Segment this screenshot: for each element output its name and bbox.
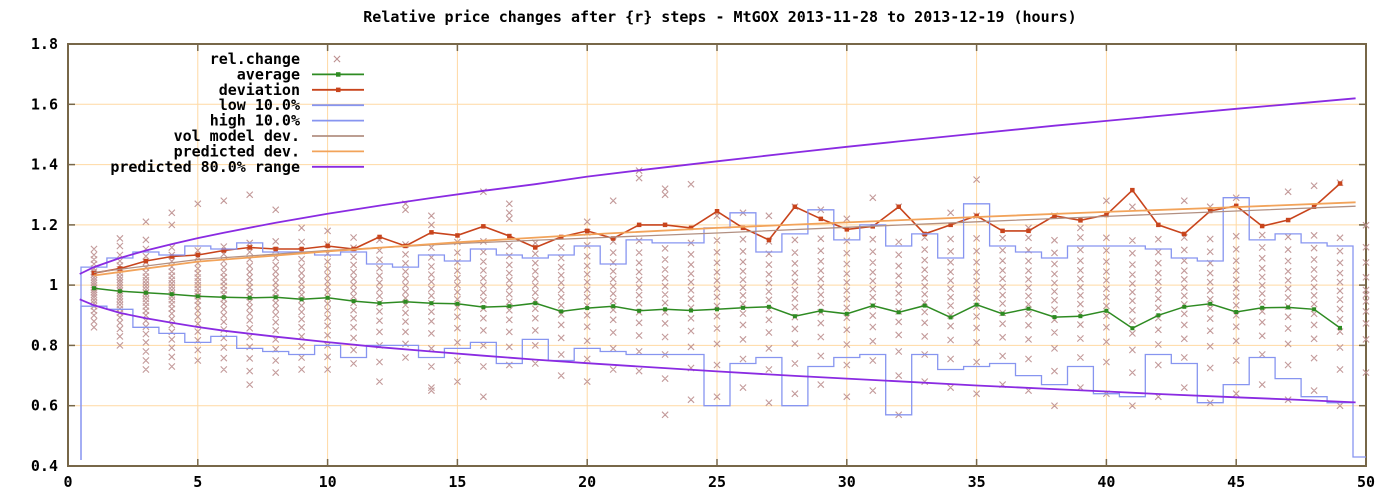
x-tick-label: 50	[1357, 473, 1375, 491]
legend-label: vol model dev.	[174, 127, 300, 145]
y-tick-label: 1	[49, 276, 58, 294]
series-predicted-range-upper	[79, 97, 1356, 275]
series-rel-change	[90, 167, 1370, 419]
legend-label: average	[237, 65, 300, 83]
y-tick-label: 0.4	[31, 457, 58, 475]
x-tick-label: 5	[193, 473, 202, 491]
x-tick-label: 25	[708, 473, 726, 491]
legend-label: high 10.0%	[210, 112, 300, 130]
legend-sample-marker	[336, 72, 341, 77]
y-tick-label: 1.4	[31, 156, 58, 174]
series-low-10	[80, 305, 1353, 460]
series-deviation	[91, 181, 1343, 276]
x-axis-tick-labels: 0 5 10 15 20 25 30 35 40 45 50	[63, 473, 1375, 491]
x-tick-label: 10	[319, 473, 337, 491]
legend-item-deviation: deviation	[219, 81, 364, 99]
legend-sample-marker	[336, 87, 341, 93]
y-tick-label: 1.6	[31, 95, 58, 113]
legend-item-low: low 10.0%	[219, 96, 364, 114]
legend-label: predicted dev.	[174, 142, 300, 160]
legend-item-average: average	[237, 65, 364, 83]
legend-item-vol-model: vol model dev.	[174, 127, 364, 145]
y-axis-tick-labels: 0.4 0.6 0.8 1 1.2 1.4 1.6 1.8	[31, 35, 58, 475]
legend-label: low 10.0%	[219, 96, 300, 114]
x-tick-label: 0	[63, 473, 72, 491]
series-predicted-range-lower	[79, 298, 1356, 404]
series-predicted-dev	[93, 201, 1356, 277]
series-vol-model	[93, 205, 1356, 274]
legend-item-predicted-dev: predicted dev.	[174, 142, 364, 160]
y-tick-label: 0.8	[31, 336, 58, 354]
legend-label: rel.change	[210, 50, 300, 68]
x-tick-label: 40	[1097, 473, 1115, 491]
y-tick-label: 1.2	[31, 216, 58, 234]
y-tick-label: 1.8	[31, 35, 58, 53]
chart-title: Relative price changes after {r} steps -…	[363, 8, 1076, 26]
x-tick-label: 45	[1227, 473, 1245, 491]
legend-label: deviation	[219, 81, 300, 99]
x-tick-label: 35	[968, 473, 986, 491]
legend-label: predicted 80.0% range	[110, 158, 300, 176]
legend-item-high: high 10.0%	[210, 112, 364, 130]
x-tick-label: 20	[578, 473, 596, 491]
plot-frame	[67, 43, 1367, 467]
legend-item-predicted-range-upper: predicted 80.0% range	[110, 158, 364, 176]
series-average	[92, 286, 1342, 331]
x-tick-label: 30	[838, 473, 856, 491]
x-tick-label: 15	[448, 473, 466, 491]
legend-sample-marker	[333, 55, 341, 63]
legend-item-rel-change: rel.change	[210, 50, 341, 68]
y-tick-label: 0.6	[31, 397, 58, 415]
